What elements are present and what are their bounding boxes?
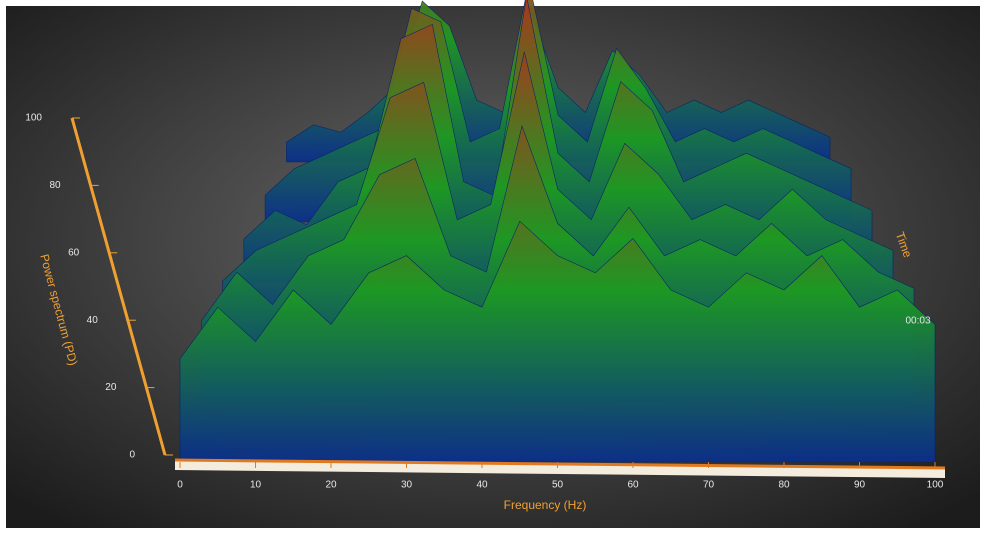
y-tick-label: 0 — [129, 450, 135, 461]
x-tick-label: 40 — [476, 480, 488, 491]
x-tick-label: 70 — [703, 480, 715, 491]
floor-edge — [175, 460, 945, 478]
x-tick-label: 50 — [552, 480, 564, 491]
y-tick-label: 100 — [25, 113, 42, 124]
x-tick-label: 0 — [177, 480, 183, 491]
annotation: 00:03 — [905, 316, 930, 327]
x-tick-label: 90 — [854, 480, 866, 491]
x-tick-label: 30 — [401, 480, 413, 491]
x-tick-label: 80 — [778, 480, 790, 491]
x-tick-label: 20 — [325, 480, 337, 491]
x-tick-label: 100 — [927, 480, 944, 491]
y-tick-label: 20 — [105, 382, 117, 393]
y-axis — [70, 117, 167, 456]
x-tick-label: 60 — [627, 480, 639, 491]
x-axis-title: Frequency (Hz) — [504, 498, 587, 512]
surface-slice — [179, 220, 936, 463]
y-tick-label: 80 — [49, 180, 61, 191]
y-tick-label: 60 — [68, 247, 80, 258]
x-axis — [174, 458, 946, 470]
x-tick-label: 10 — [250, 480, 262, 491]
y-tick-label: 40 — [87, 315, 99, 326]
surface — [179, 0, 936, 463]
